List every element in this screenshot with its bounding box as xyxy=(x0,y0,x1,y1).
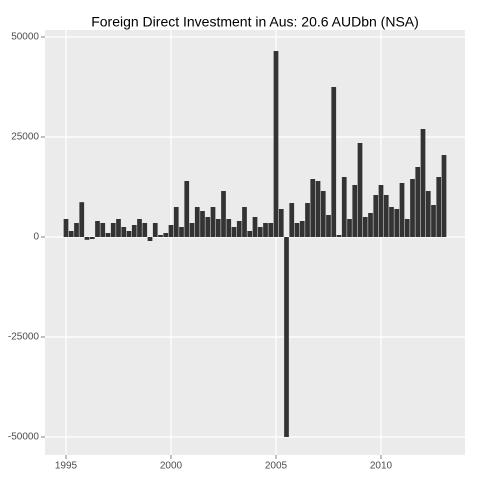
plot-panel xyxy=(45,30,465,455)
bar xyxy=(336,235,342,237)
bar xyxy=(352,185,358,237)
bar xyxy=(294,223,300,237)
bar xyxy=(95,221,100,237)
bar xyxy=(263,223,268,237)
bar xyxy=(299,221,305,237)
bar xyxy=(173,207,179,237)
bar xyxy=(420,129,426,237)
bar xyxy=(200,211,205,237)
x-tick-label: 1995 xyxy=(55,461,78,472)
bar xyxy=(247,231,253,237)
bar xyxy=(158,235,163,237)
bar xyxy=(425,191,431,237)
bar xyxy=(226,219,232,237)
bar xyxy=(205,217,211,237)
bar xyxy=(184,181,190,237)
bar xyxy=(252,217,258,237)
bar xyxy=(362,217,368,237)
bar xyxy=(305,203,310,237)
bar xyxy=(436,177,442,237)
y-tick-label: 50000 xyxy=(11,32,39,43)
bar xyxy=(215,219,221,237)
bar xyxy=(378,185,384,237)
bar xyxy=(320,191,326,237)
bar xyxy=(68,231,74,237)
bar xyxy=(236,221,242,237)
bar xyxy=(179,227,184,237)
bar xyxy=(168,225,174,237)
bar xyxy=(357,143,363,237)
bar xyxy=(163,233,169,237)
bar xyxy=(242,207,247,237)
bar xyxy=(89,237,95,239)
bar xyxy=(110,223,116,237)
y-tick-label: -50000 xyxy=(8,432,40,443)
bar xyxy=(126,231,132,237)
bar xyxy=(289,203,295,237)
bar xyxy=(404,219,410,237)
bar xyxy=(347,219,352,237)
y-tick-label: 0 xyxy=(33,232,39,243)
bar xyxy=(137,219,142,237)
bar xyxy=(373,195,379,237)
bar xyxy=(152,223,158,237)
bar xyxy=(326,215,331,237)
bar xyxy=(431,205,436,237)
bar xyxy=(147,237,153,241)
bar xyxy=(142,223,148,237)
bar xyxy=(273,51,279,237)
bar xyxy=(278,209,284,237)
bar xyxy=(415,167,421,237)
bar xyxy=(116,219,121,237)
bar xyxy=(131,225,137,237)
bar xyxy=(84,237,90,240)
y-tick-label: 25000 xyxy=(11,132,39,143)
bar xyxy=(105,233,111,237)
bar xyxy=(194,207,200,237)
x-tick-label: 2000 xyxy=(160,461,183,472)
bar xyxy=(284,237,289,437)
x-tick-label: 2005 xyxy=(265,461,288,472)
bar xyxy=(383,195,389,237)
bar xyxy=(268,223,274,237)
bar xyxy=(341,177,347,237)
chart-title: Foreign Direct Investment in Aus: 20.6 A… xyxy=(91,14,419,30)
bar xyxy=(79,202,85,237)
bar xyxy=(257,227,263,237)
x-tick-label: 2010 xyxy=(370,461,393,472)
bar xyxy=(63,219,69,237)
bar xyxy=(231,227,237,237)
bar xyxy=(315,181,321,237)
bar xyxy=(121,227,127,237)
bar xyxy=(399,183,405,237)
bar xyxy=(389,207,394,237)
bar xyxy=(189,223,195,237)
bar xyxy=(221,191,226,237)
bar xyxy=(310,179,316,237)
bar xyxy=(441,155,447,237)
bar xyxy=(410,179,415,237)
bar xyxy=(368,213,373,237)
bar xyxy=(331,87,337,237)
bar xyxy=(394,209,400,237)
bar xyxy=(100,223,106,237)
bar xyxy=(210,207,216,237)
y-tick-label: -25000 xyxy=(8,332,40,343)
bar xyxy=(74,223,79,237)
